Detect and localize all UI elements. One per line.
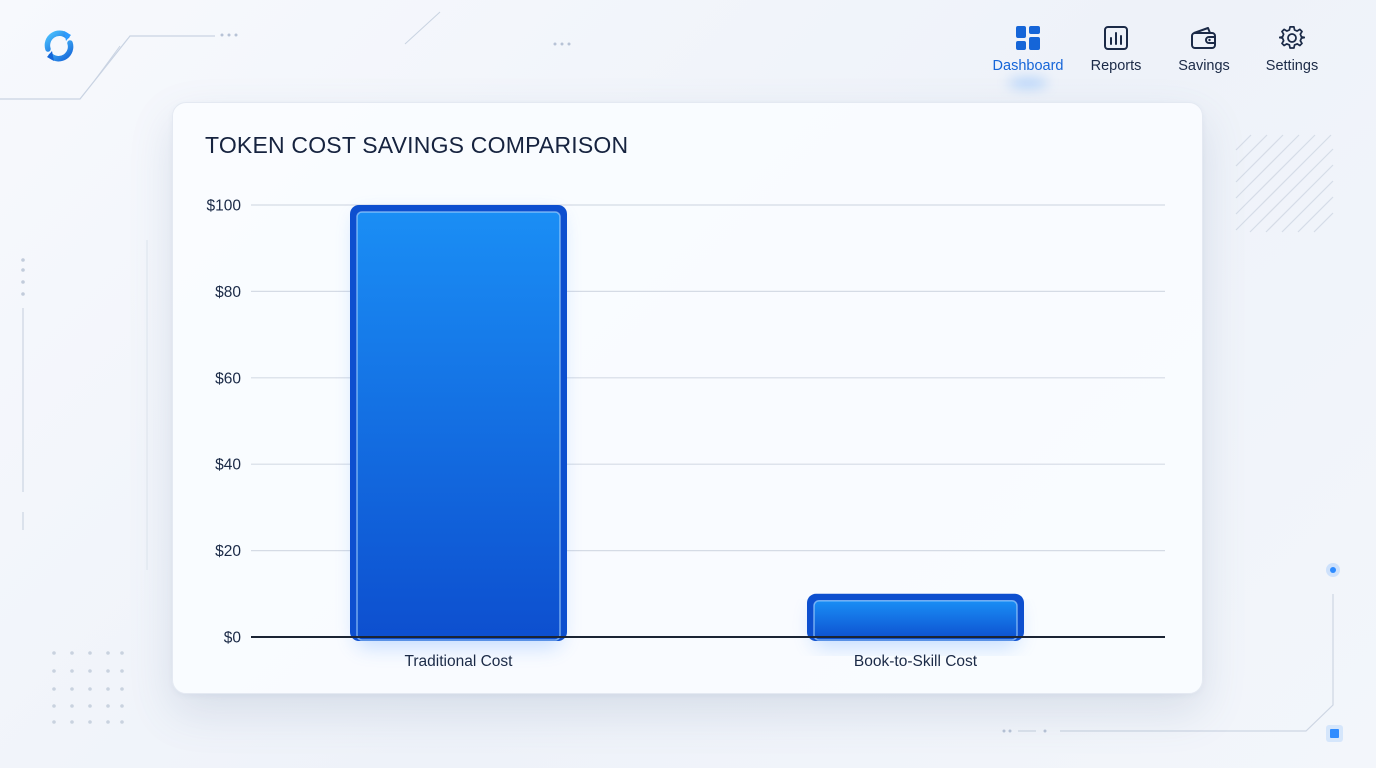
bar-inner-face — [356, 211, 561, 641]
bar-chart: $0 $20 $40 $60 $80 $100 Traditional Cost Book-t… — [207, 198, 1165, 670]
nav-item-settings[interactable]: Settings — [1248, 24, 1336, 80]
x-category-label: Traditional Cost — [405, 653, 514, 670]
top-navigation: Dashboard Reports Savings — [984, 24, 1336, 80]
nav-label: Dashboard — [992, 58, 1064, 74]
nav-label: Savings — [1178, 58, 1230, 74]
nav-item-dashboard[interactable]: Dashboard — [984, 24, 1072, 80]
nav-item-reports[interactable]: Reports — [1072, 24, 1160, 80]
bar-chart-icon — [1102, 24, 1130, 52]
chart-card: TOKEN COST SAVINGS COMPARISON $0 $20 $40 $6… — [172, 102, 1203, 694]
dashboard-grid-icon — [1014, 24, 1042, 52]
nav-label: Reports — [1090, 58, 1142, 74]
y-tick-label: $0 — [224, 630, 242, 647]
wallet-icon — [1190, 24, 1218, 52]
chart-title: TOKEN COST SAVINGS COMPARISON — [205, 132, 629, 158]
gear-icon — [1278, 24, 1306, 52]
sync-logo-icon — [44, 30, 74, 62]
y-tick-label: $20 — [215, 543, 241, 560]
y-tick-label: $100 — [207, 198, 242, 215]
x-category-label: Book-to-Skill Cost — [854, 653, 978, 670]
nav-label: Settings — [1265, 58, 1319, 74]
y-tick-label: $80 — [215, 284, 241, 301]
nav-item-savings[interactable]: Savings — [1160, 24, 1248, 80]
bar-inner-face — [813, 600, 1018, 641]
y-tick-label: $40 — [215, 457, 241, 474]
app-logo[interactable] — [40, 27, 78, 65]
y-tick-label: $60 — [215, 370, 241, 387]
